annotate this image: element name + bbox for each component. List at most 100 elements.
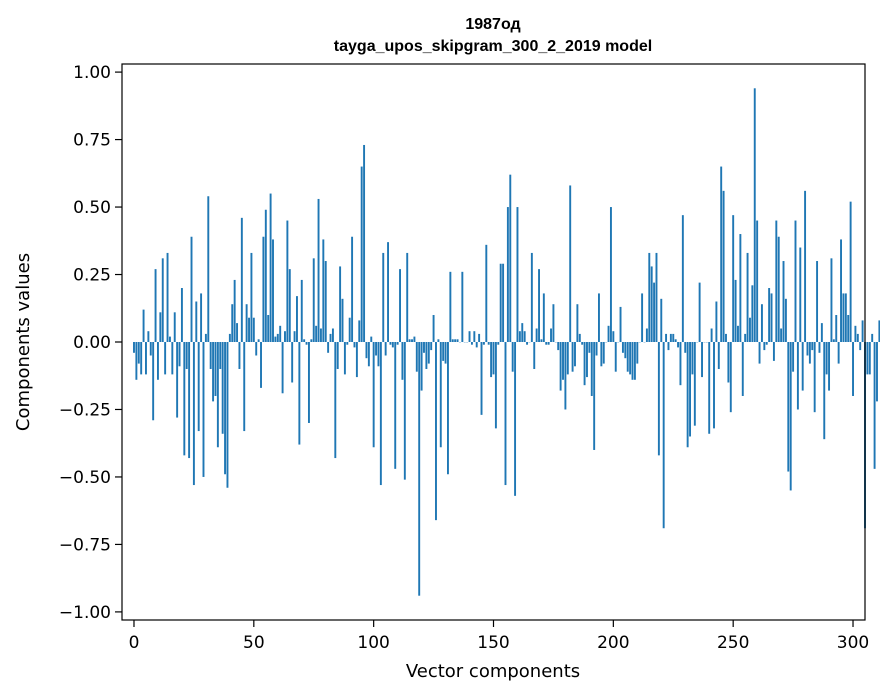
bar-201 [614,342,617,372]
bar-149 [490,342,493,378]
bar-105 [384,342,387,356]
bar-67 [293,331,296,342]
bar-31 [207,196,210,342]
bar-261 [758,342,761,364]
bar-171 [542,293,545,342]
bar-79 [322,239,325,342]
bar-1 [135,342,138,380]
bar-109 [394,342,397,469]
bar-10 [156,342,159,380]
bar-38 [224,342,227,475]
bar-98 [367,342,370,367]
bar-290 [828,342,831,391]
bar-174 [550,328,552,342]
bar-18 [176,342,179,418]
bar-36 [219,342,222,369]
bar-292 [832,339,835,342]
bar-154 [502,263,505,342]
bar-80 [324,261,327,342]
bar-132 [449,271,452,342]
bar-17 [173,312,176,342]
bar-157 [509,174,512,342]
bar-260 [756,220,759,342]
x-tick-label-100: 100 [357,633,389,653]
bar-115 [408,339,411,342]
bar-207 [629,342,632,375]
bar-42 [233,279,236,342]
bar-62 [281,342,284,394]
bar-254 [741,342,744,396]
bar-266 [770,293,773,342]
bar-3 [140,342,143,375]
bar-120 [420,342,423,391]
bar-295 [840,239,842,342]
bar-229 [681,215,684,342]
bar-302 [856,333,859,342]
y-tick-label-6: 0.50 [73,198,111,218]
bar-69 [298,342,301,445]
bar-308 [871,333,874,342]
bar-167 [533,342,536,369]
bar-223 [667,342,670,351]
bar-51 [255,342,258,356]
bar-255 [744,333,747,342]
bar-214 [645,328,648,342]
bar-122 [425,342,428,369]
bar-103 [379,342,382,486]
bar-251 [734,279,737,342]
bar-256 [746,252,749,342]
bar-140 [468,331,471,342]
x-tick-label-150: 150 [477,633,509,653]
bar-59 [274,336,277,342]
bar-13 [164,342,167,375]
bar-75 [312,258,315,342]
bar-15 [168,336,171,342]
bar-186 [578,333,581,342]
bar-258 [751,285,754,342]
bar-160 [516,207,519,342]
bar-97 [365,342,368,359]
bar-123 [427,342,430,364]
bar-194 [598,293,600,342]
bar-285 [816,261,819,342]
bar-107 [389,342,392,345]
bar-96 [363,144,366,342]
bar-311 [878,320,880,342]
y-tick-label-5: 0.25 [73,266,111,286]
bar-64 [286,220,289,342]
bar-303 [859,342,862,351]
bar-248 [727,342,730,383]
bar-128 [439,342,442,448]
y-axis-ticks: −1.00 −0.75 −0.50 −0.25 0.00 0.25 0.50 0.75 1.00 [59,63,122,623]
bar-282 [808,342,811,364]
bar-87 [341,298,344,342]
bar-147 [485,244,488,342]
bar-249 [729,342,732,413]
bar-49 [250,252,253,342]
bar-25 [192,342,195,486]
plot-frame [121,63,866,621]
bar-85 [336,342,339,369]
bar-90 [348,317,351,342]
bar-233 [691,342,694,375]
bar-71 [303,339,306,342]
bar-272 [784,298,787,342]
bar-178 [559,342,562,391]
chart-title: 1987од [465,16,520,33]
bar-92 [353,342,356,348]
x-tick-label-50: 50 [243,633,265,653]
bar-0 [133,342,135,353]
bar-265 [768,288,771,342]
bar-267 [772,342,775,361]
bar-129 [442,342,445,361]
bar-9 [154,269,157,342]
bar-57 [269,193,272,342]
bar-172 [545,342,548,345]
bar-113 [403,342,406,480]
bar-153 [499,263,502,342]
bar-146 [482,342,485,345]
bar-168 [535,328,538,342]
bar-196 [602,342,605,364]
bar-88 [343,342,346,375]
bar-47 [245,304,248,342]
